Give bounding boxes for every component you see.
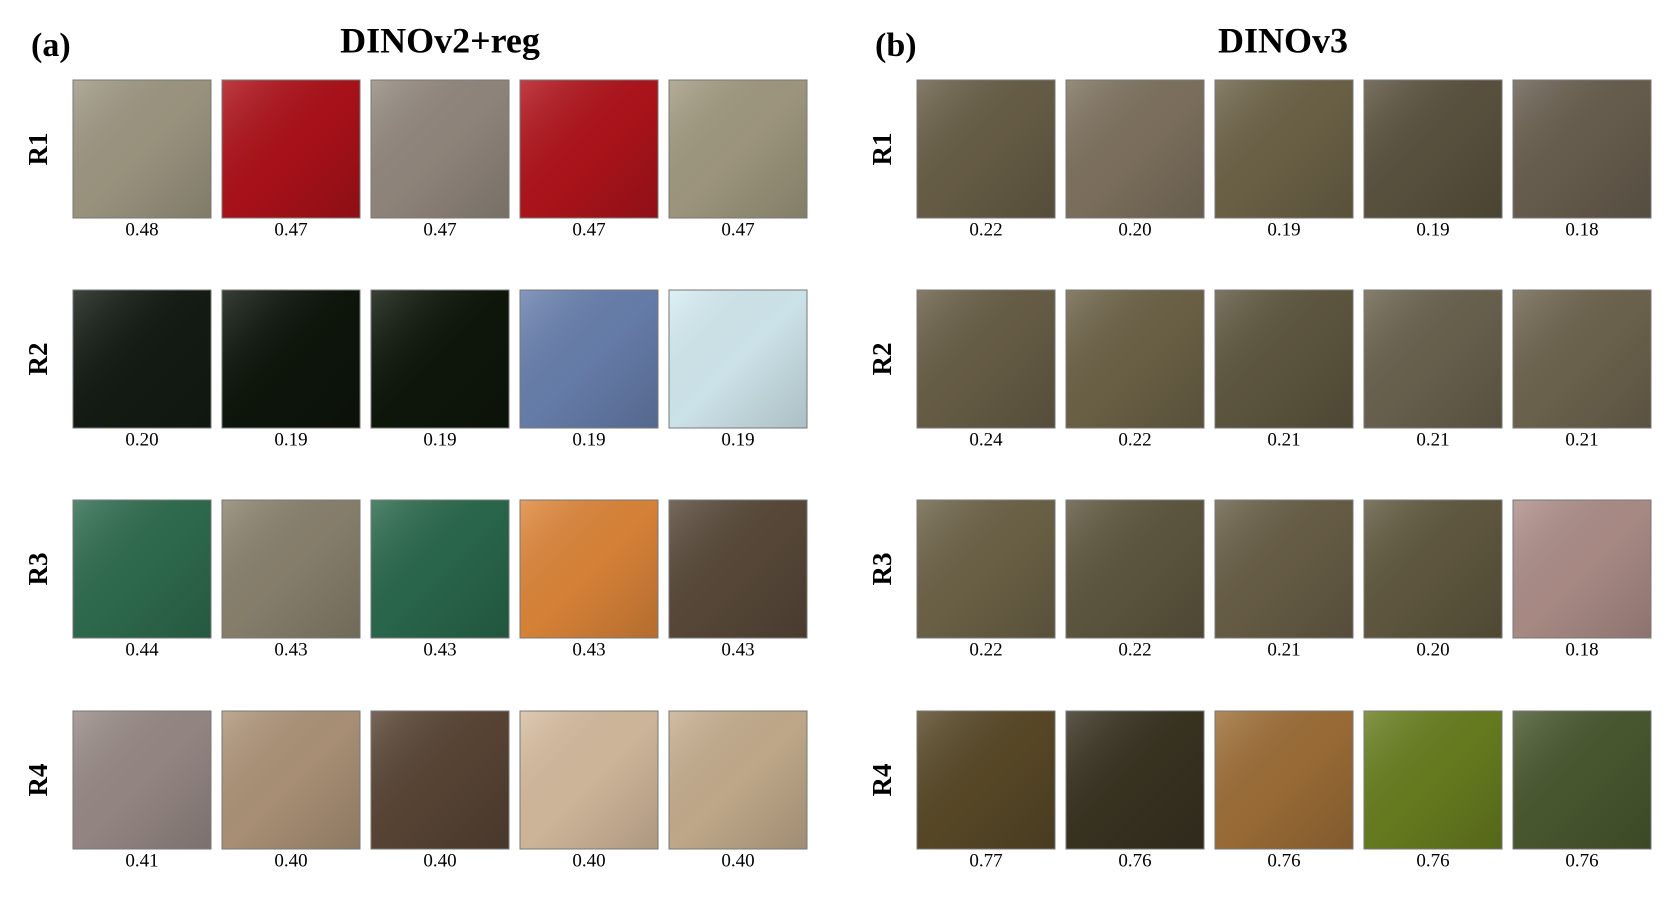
- panel-title: DINOv3: [1218, 20, 1348, 60]
- patch-shade: [1363, 289, 1503, 429]
- patch-score: 0.43: [423, 639, 456, 660]
- patch-score: 0.43: [721, 639, 754, 660]
- patch-shade: [1214, 79, 1354, 219]
- patch-shade: [1363, 710, 1503, 850]
- patch-score: 0.76: [1416, 850, 1449, 871]
- patch-score: 0.76: [1118, 850, 1151, 871]
- patch-shade: [519, 710, 659, 850]
- patch-shade: [221, 289, 361, 429]
- row-label: R3: [867, 553, 897, 586]
- patch-score: 0.47: [572, 219, 605, 240]
- patch-score: 0.47: [423, 219, 456, 240]
- patch-score: 0.19: [721, 429, 754, 450]
- patch-shade: [72, 499, 212, 639]
- patch-score: 0.47: [721, 219, 754, 240]
- patch-shade: [72, 79, 212, 219]
- patch-shade: [1512, 79, 1652, 219]
- patch-shade: [1214, 499, 1354, 639]
- patch-score: 0.77: [969, 850, 1002, 871]
- patch-score: 0.19: [1267, 219, 1300, 240]
- patch-score: 0.21: [1565, 429, 1598, 450]
- row-label: R2: [23, 343, 53, 376]
- patch-shade: [221, 710, 361, 850]
- patch-score: 0.19: [572, 429, 605, 450]
- patch-score: 0.20: [1118, 219, 1151, 240]
- patch-score: 0.41: [125, 850, 158, 871]
- patch-score: 0.76: [1565, 850, 1598, 871]
- patch-shade: [1512, 289, 1652, 429]
- patch-shade: [916, 499, 1056, 639]
- patch-shade: [370, 499, 510, 639]
- patch-score: 0.40: [572, 850, 605, 871]
- patch-shade: [916, 710, 1056, 850]
- panel-label: (b): [875, 27, 917, 64]
- patch-score: 0.22: [969, 639, 1002, 660]
- patch-shade: [1065, 289, 1205, 429]
- panel-label: (a): [31, 27, 71, 64]
- patch-shade: [72, 710, 212, 850]
- patch-shade: [668, 499, 808, 639]
- row-label: R3: [23, 553, 53, 586]
- patch-shade: [1512, 710, 1652, 850]
- patch-shade: [668, 289, 808, 429]
- row-label: R4: [23, 764, 53, 797]
- patch-shade: [519, 79, 659, 219]
- patch-score: 0.22: [1118, 429, 1151, 450]
- patch-score: 0.21: [1416, 429, 1449, 450]
- patch-shade: [72, 289, 212, 429]
- patch-score: 0.21: [1267, 429, 1300, 450]
- patch-shade: [1214, 710, 1354, 850]
- patch-score: 0.21: [1267, 639, 1300, 660]
- patch-score: 0.20: [1416, 639, 1449, 660]
- patch-score: 0.40: [423, 850, 456, 871]
- patch-shade: [1512, 499, 1652, 639]
- patch-score: 0.40: [274, 850, 307, 871]
- patch-score: 0.18: [1565, 639, 1598, 660]
- patch-shade: [916, 289, 1056, 429]
- patch-score: 0.40: [721, 850, 754, 871]
- patch-shade: [221, 499, 361, 639]
- patch-shade: [1065, 79, 1205, 219]
- patch-score: 0.24: [969, 429, 1003, 450]
- patch-shade: [668, 710, 808, 850]
- patch-score: 0.76: [1267, 850, 1300, 871]
- panel-title: DINOv2+reg: [340, 20, 540, 60]
- patch-shade: [1363, 499, 1503, 639]
- patch-shade: [1363, 79, 1503, 219]
- patch-shade: [1214, 289, 1354, 429]
- patch-score: 0.19: [423, 429, 456, 450]
- patch-score: 0.43: [274, 639, 307, 660]
- patch-score: 0.18: [1565, 219, 1598, 240]
- patch-score: 0.20: [125, 429, 158, 450]
- patch-shade: [668, 79, 808, 219]
- patch-shade: [221, 79, 361, 219]
- patch-score: 0.47: [274, 219, 307, 240]
- patch-shade: [1065, 499, 1205, 639]
- patch-score: 0.19: [1416, 219, 1449, 240]
- patch-shade: [519, 499, 659, 639]
- patch-score: 0.44: [125, 639, 159, 660]
- patch-shade: [519, 289, 659, 429]
- row-label: R1: [867, 133, 897, 166]
- patch-shade: [370, 710, 510, 850]
- patch-score: 0.22: [1118, 639, 1151, 660]
- patch-shade: [370, 289, 510, 429]
- patch-score: 0.19: [274, 429, 307, 450]
- patch-score: 0.43: [572, 639, 605, 660]
- patch-shade: [370, 79, 510, 219]
- patch-shade: [1065, 710, 1205, 850]
- patch-shade: [916, 79, 1056, 219]
- patch-score: 0.48: [125, 219, 158, 240]
- row-label: R2: [867, 343, 897, 376]
- row-label: R4: [867, 764, 897, 797]
- patch-score: 0.22: [969, 219, 1002, 240]
- row-label: R1: [23, 133, 53, 166]
